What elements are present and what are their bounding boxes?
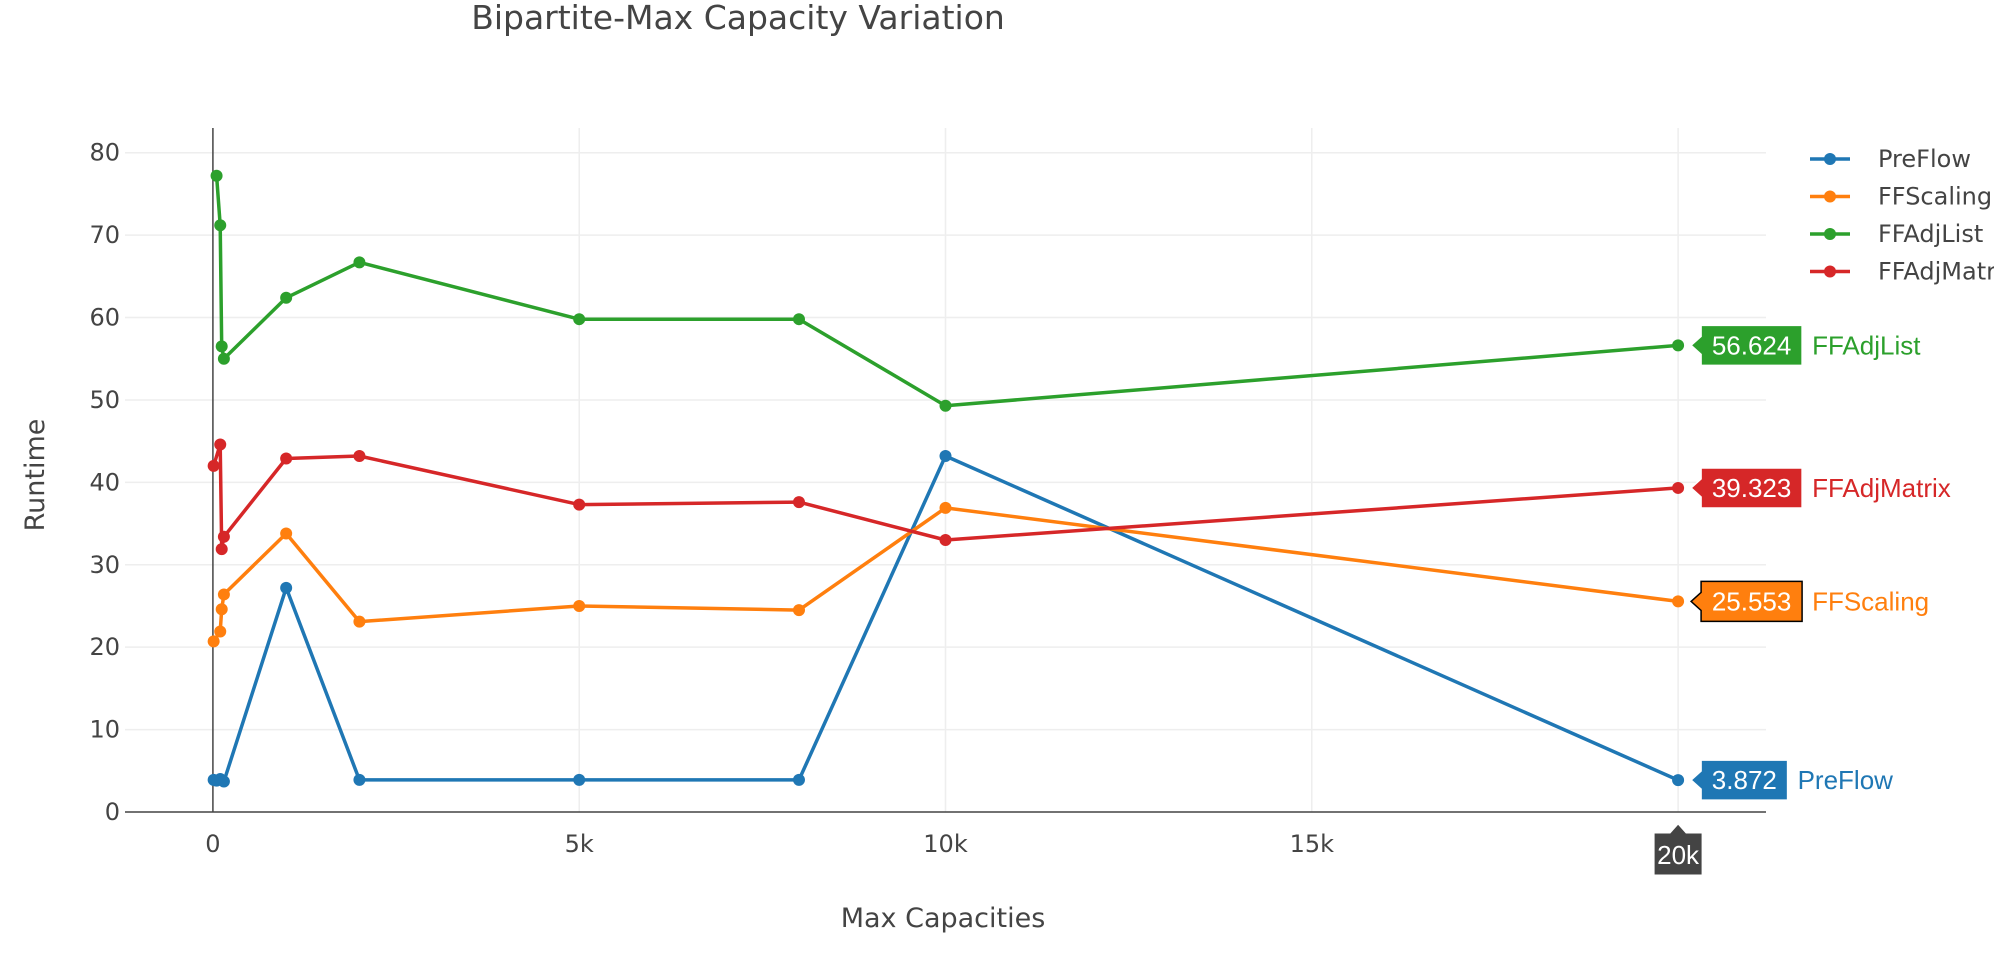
y-tick-label: 40 — [89, 468, 120, 496]
legend-marker — [1824, 265, 1836, 278]
series-ffadjmatrix — [207, 438, 1685, 556]
data-point[interactable] — [217, 352, 230, 365]
hover-series-name: FFScaling — [1812, 586, 1929, 616]
data-point[interactable] — [210, 169, 223, 182]
legend-item-ffscaling[interactable]: FFScaling — [1810, 183, 1992, 211]
legend-label: FFScaling — [1878, 183, 1992, 211]
series-preflow — [207, 449, 1685, 788]
y-tick-label: 60 — [89, 304, 120, 332]
data-point[interactable] — [215, 340, 228, 353]
hover-series-name: FFAdjMatrix — [1812, 473, 1951, 503]
hover-label-ffscaling: 25.553 FFScaling — [1689, 580, 1929, 623]
axes: 0 10 20 30 40 50 60 70 80 0 5k 10k 15k — [89, 128, 1766, 858]
legend-label: FFAdjList — [1878, 220, 1983, 248]
data-point[interactable] — [792, 604, 805, 617]
spike-label-text: 20k — [1657, 840, 1700, 870]
legend-item-ffadjlist[interactable]: FFAdjList — [1810, 220, 1983, 248]
x-tick-label: 15k — [1290, 830, 1335, 858]
hover-series-name: FFAdjList — [1812, 330, 1921, 360]
hover-labels: 20k 3.872 PreFlow 25.553 FFScaling 56.624 FFAd… — [1653, 324, 1951, 876]
data-point[interactable] — [280, 291, 293, 304]
y-tick-label: 80 — [89, 139, 120, 167]
data-point[interactable] — [215, 603, 228, 616]
data-point[interactable] — [792, 496, 805, 509]
series-line — [212, 506, 1679, 643]
data-point[interactable] — [792, 773, 805, 786]
data-point[interactable] — [792, 313, 805, 326]
data-point[interactable] — [217, 775, 230, 788]
data-point[interactable] — [353, 256, 366, 269]
x-tick-label: 10k — [923, 830, 968, 858]
series-ffscaling — [207, 501, 1685, 648]
hover-value-text: 25.553 — [1712, 586, 1792, 616]
y-axis-title: Runtime — [20, 419, 51, 532]
data-point[interactable] — [1672, 595, 1685, 608]
data-point[interactable] — [939, 449, 952, 462]
y-tick-label: 70 — [89, 221, 120, 249]
hover-label-box — [1689, 324, 1803, 367]
data-point[interactable] — [353, 449, 366, 462]
data-point[interactable] — [1672, 481, 1685, 494]
data-point[interactable] — [573, 599, 586, 612]
data-point[interactable] — [280, 452, 293, 465]
legend-item-preflow[interactable]: PreFlow — [1810, 145, 1971, 173]
hover-label-box — [1689, 467, 1803, 509]
hover-label-ffadjmatrix: 39.323 FFAdjMatrix — [1689, 467, 1951, 509]
legend-marker — [1824, 190, 1836, 203]
y-tick-label: 50 — [89, 386, 120, 414]
data-point[interactable] — [280, 527, 293, 540]
data-point[interactable] — [353, 615, 366, 628]
data-point[interactable] — [280, 581, 293, 594]
data-point[interactable] — [217, 588, 230, 601]
hover-label-box — [1689, 759, 1789, 801]
data-point[interactable] — [939, 501, 952, 514]
series-line — [214, 175, 1679, 408]
data-point[interactable] — [217, 530, 230, 543]
data-point[interactable] — [1672, 774, 1685, 787]
x-axis-title: Max Capacities — [841, 903, 1046, 934]
chart-title: Bipartite-Max Capacity Variation — [471, 0, 1005, 37]
y-tick-label: 0 — [105, 798, 120, 826]
data-point[interactable] — [207, 459, 220, 472]
data-point[interactable] — [939, 534, 952, 547]
hover-value-text: 39.323 — [1712, 473, 1792, 503]
data-point[interactable] — [939, 399, 952, 412]
hover-label-box — [1689, 580, 1803, 623]
y-tick-label: 10 — [89, 716, 120, 744]
series-line — [211, 442, 1679, 551]
legend-label: PreFlow — [1878, 145, 1971, 173]
data-point[interactable] — [207, 635, 220, 648]
data-point[interactable] — [215, 543, 228, 556]
data-point[interactable] — [214, 625, 227, 638]
data-point[interactable] — [573, 498, 586, 511]
grid-lines — [125, 128, 1766, 812]
hover-label-preflow: 3.872 PreFlow — [1689, 759, 1894, 801]
y-tick-label: 20 — [89, 633, 120, 661]
hover-value-text: 3.872 — [1712, 765, 1777, 795]
data-point[interactable] — [214, 219, 227, 232]
series-group — [207, 169, 1685, 788]
data-point[interactable] — [1672, 339, 1685, 352]
x-hover-spike-label: 20k — [1653, 823, 1703, 876]
series-ffadjlist — [210, 169, 1685, 412]
x-tick-label: 0 — [205, 830, 220, 858]
hover-series-name: PreFlow — [1798, 765, 1894, 795]
hover-label-ffadjlist: 56.624 FFAdjList — [1689, 324, 1921, 367]
data-point[interactable] — [573, 773, 586, 786]
hover-value-text: 56.624 — [1712, 330, 1792, 360]
legend-item-ffadjmatrix[interactable]: FFAdjMatrix — [1810, 258, 1994, 286]
y-tick-label: 30 — [89, 551, 120, 579]
spike-label-box — [1653, 823, 1703, 876]
legend-marker — [1824, 153, 1836, 165]
x-tick-label: 5k — [565, 830, 594, 858]
legend-marker — [1824, 228, 1836, 240]
data-point[interactable] — [214, 438, 227, 451]
data-point[interactable] — [573, 313, 586, 326]
data-point[interactable] — [353, 773, 366, 786]
legend[interactable]: PreFlow FFScaling FFAdjList FFAdjMatrix — [1810, 145, 1994, 286]
legend-label: FFAdjMatrix — [1878, 258, 1994, 286]
